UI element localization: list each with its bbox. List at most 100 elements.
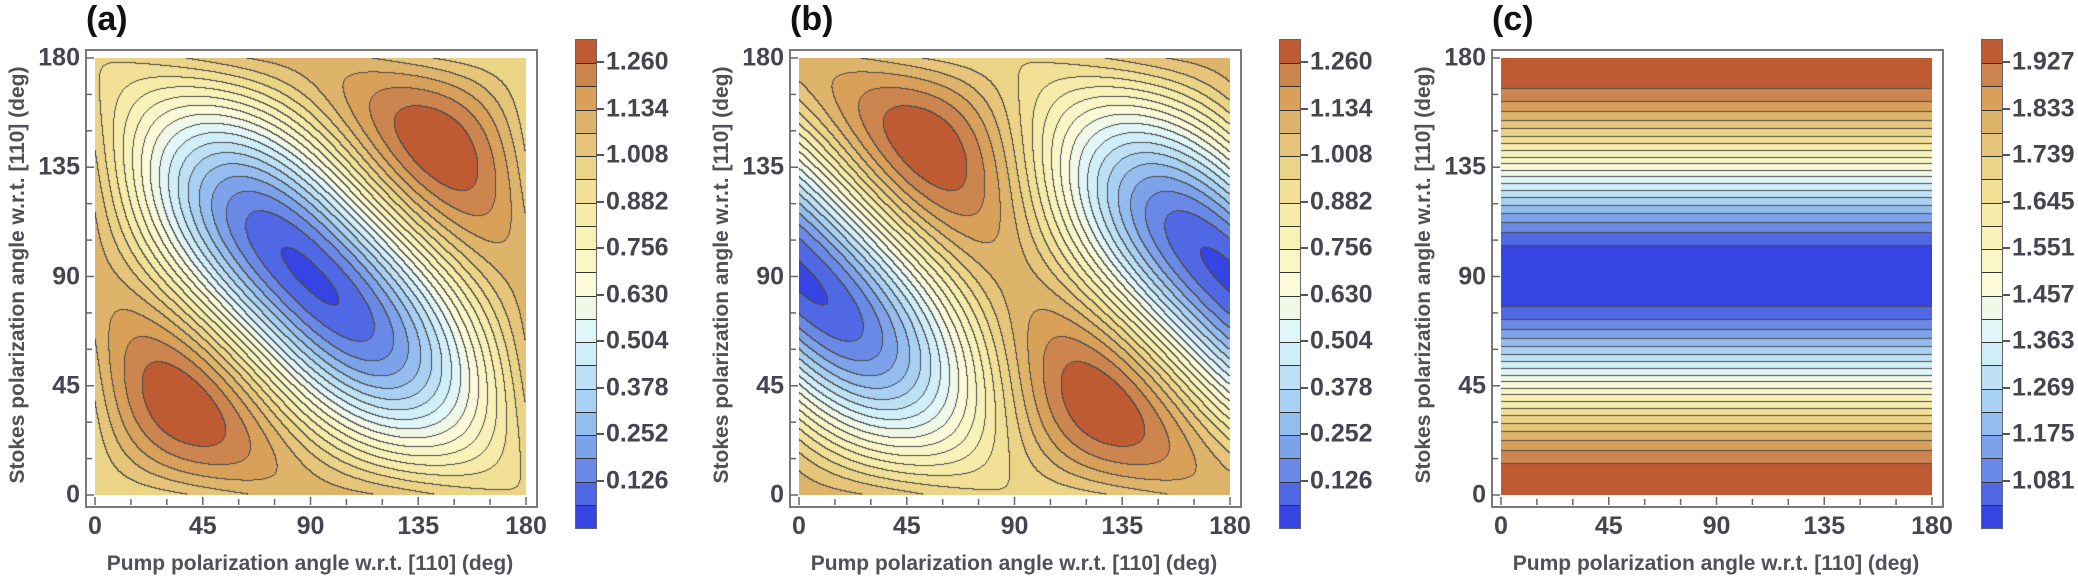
x-tick-label: 90: [1000, 512, 1029, 540]
colorbar-tick: [1300, 61, 1308, 64]
colorbar-tick-label: 0.882: [606, 187, 669, 216]
colorbar-tick-label: 0.504: [606, 326, 669, 355]
colorbar-tick: [1300, 154, 1308, 157]
colorbar-band: [1280, 109, 1300, 133]
colorbar: [575, 39, 597, 529]
panel-a: (a) 0 45 90 135 180 0 45 90 135 180 Pump polarizati…: [0, 0, 700, 575]
plot-frame: [1491, 49, 1944, 508]
colorbar-band: [576, 342, 596, 366]
x-tick-label: 180: [1209, 512, 1251, 540]
colorbar-tick-label: 1.645: [2012, 187, 2075, 216]
x-tick-label: 45: [892, 512, 921, 540]
panel-label: (b): [790, 0, 834, 38]
colorbar-band: [1280, 272, 1300, 296]
colorbar-tick: [596, 479, 604, 482]
colorbar-tick: [2002, 200, 2010, 203]
colorbar-band: [576, 86, 596, 110]
colorbar-band: [1982, 365, 2002, 389]
colorbar-tick-label: 0.378: [1310, 373, 1373, 402]
y-tick-label: 135: [38, 152, 80, 181]
colorbar-tick: [1300, 107, 1308, 110]
x-axis-label: Pump polarization angle w.r.t. [110] (de…: [106, 552, 514, 575]
colorbar: [1279, 39, 1301, 529]
colorbar-tick-label: 1.833: [2012, 94, 2075, 123]
colorbar-tick-label: 1.551: [2012, 233, 2075, 262]
colorbar-tick: [596, 340, 604, 343]
colorbar-band: [1280, 458, 1300, 482]
colorbar-tick-label: 1.260: [606, 47, 669, 76]
colorbar-band: [1280, 388, 1300, 412]
contour-field: [1501, 58, 1932, 495]
x-tick-label: 0: [792, 512, 806, 540]
colorbar-tick-label: 1.269: [2012, 373, 2075, 402]
colorbar-band: [1982, 342, 2002, 366]
colorbar-band: [1280, 225, 1300, 250]
colorbar-band: [576, 225, 596, 250]
colorbar-band: [576, 249, 596, 273]
y-tick-label: 45: [756, 371, 784, 400]
colorbar-band: [1280, 481, 1300, 505]
y-tick-label: 90: [1458, 262, 1486, 290]
colorbar-band: [1280, 40, 1300, 64]
colorbar-tick-label: 0.756: [606, 233, 669, 262]
colorbar-band: [1982, 86, 2002, 110]
colorbar-tick: [2002, 107, 2010, 110]
colorbar-band: [576, 295, 596, 319]
colorbar-band: [1280, 156, 1300, 180]
y-axis-label: Stokes polarization angle w.r.t. [110] (…: [6, 66, 29, 484]
colorbar-tick: [596, 107, 604, 110]
colorbar-tick-label: 0.252: [1310, 419, 1373, 448]
colorbar-tick: [1300, 293, 1308, 296]
colorbar-tick: [596, 386, 604, 389]
colorbar-band: [1982, 411, 2002, 436]
y-axis-label: Stokes polarization angle w.r.t. [110] (…: [1412, 66, 1435, 484]
x-tick-label: 0: [1494, 512, 1508, 540]
axis-ticks: [1492, 57, 1933, 505]
colorbar-band: [576, 318, 596, 343]
colorbar-tick: [2002, 479, 2010, 482]
panel-b: (b) 0 45 90 135 180 0 45 90 135 180 Pump polarizati…: [704, 0, 1404, 575]
colorbar-band: [1280, 86, 1300, 110]
y-tick-label: 180: [1444, 43, 1486, 72]
colorbar-band: [1982, 156, 2002, 180]
contour-field: [95, 58, 526, 495]
colorbar-band: [1982, 295, 2002, 319]
axis-ticks: [86, 57, 527, 505]
colorbar-tick-label: 0.378: [606, 373, 669, 402]
colorbar-tick-label: 1.739: [2012, 140, 2075, 169]
colorbar-band: [1280, 63, 1300, 87]
colorbar-tick-label: 1.134: [1310, 94, 1373, 123]
x-tick-label: 135: [1101, 512, 1144, 540]
colorbar-band: [1982, 458, 2002, 482]
colorbar-tick-label: 0.126: [606, 466, 669, 495]
colorbar-band: [1982, 504, 2002, 528]
colorbar-tick-label: 1.008: [606, 140, 669, 169]
colorbar-tick: [596, 433, 604, 436]
y-tick-label: 180: [38, 43, 80, 72]
colorbar-tick: [2002, 61, 2010, 64]
colorbar-band: [576, 272, 596, 296]
plot-frame: [85, 49, 538, 508]
colorbar-tick-label: 1.134: [606, 94, 669, 123]
contour-field: [799, 58, 1230, 495]
colorbar-tick-label: 0.504: [1310, 326, 1373, 355]
colorbar-band: [1982, 481, 2002, 505]
x-tick-label: 135: [1803, 512, 1846, 540]
colorbar-tick: [1300, 386, 1308, 389]
colorbar-band: [576, 365, 596, 389]
colorbar-band: [1982, 435, 2002, 459]
x-tick-label: 90: [296, 512, 325, 540]
x-tick-label: 90: [1702, 512, 1731, 540]
y-tick-label: 0: [770, 480, 784, 509]
x-tick-label: 180: [1911, 512, 1953, 540]
colorbar-tick: [596, 247, 604, 250]
colorbar-band: [576, 109, 596, 133]
colorbar-band: [576, 435, 596, 459]
colorbar-tick-label: 1.457: [2012, 280, 2075, 309]
x-tick-label: 180: [505, 512, 547, 540]
colorbar-band: [1982, 109, 2002, 133]
colorbar-band: [576, 40, 596, 64]
colorbar-band: [576, 481, 596, 505]
colorbar-band: [1280, 249, 1300, 273]
y-tick-label: 0: [66, 480, 80, 509]
